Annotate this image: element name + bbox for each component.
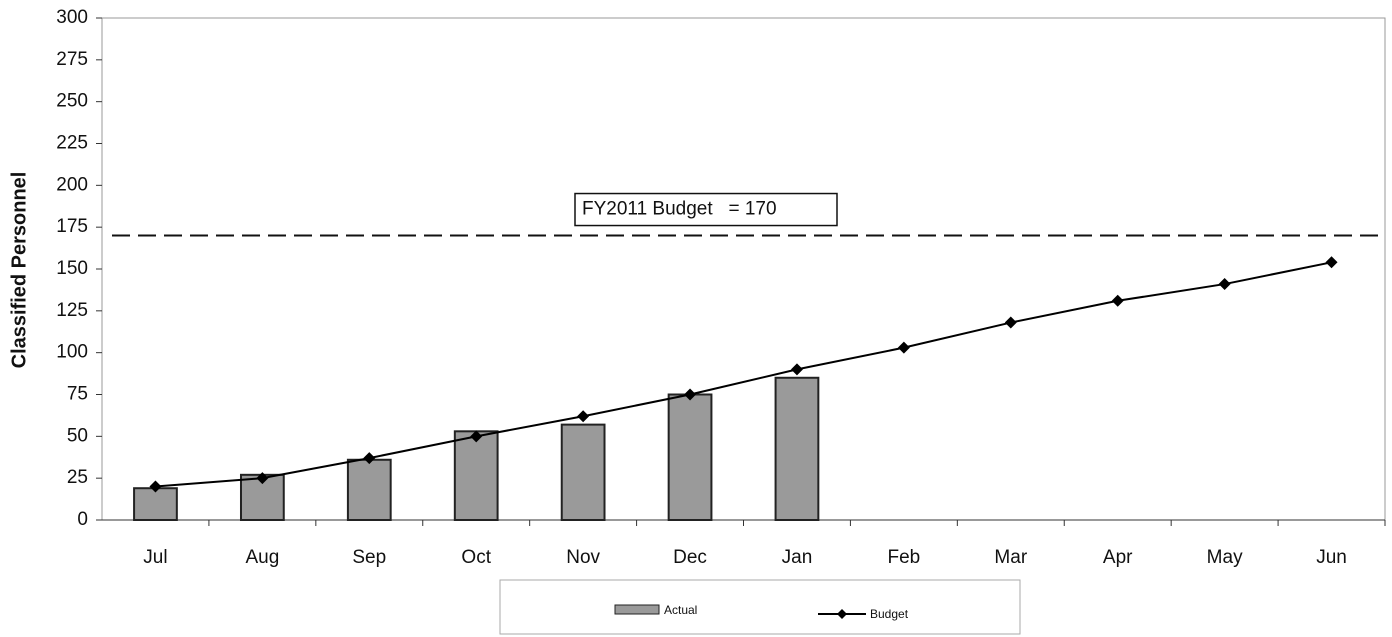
y-tick-label: 125 (56, 300, 88, 321)
line-marker (1218, 278, 1231, 291)
y-tick-label: 250 (56, 91, 88, 112)
bar (133, 487, 178, 521)
budget-line (155, 261, 1332, 488)
line-marker (1325, 256, 1338, 269)
bar (453, 430, 499, 521)
legend-label: Budget (870, 607, 909, 621)
y-tick-label: 75 (67, 384, 88, 405)
y-tick-label: 100 (56, 342, 88, 363)
y-tick-label: 300 (56, 7, 88, 28)
line-marker (1111, 294, 1124, 307)
line-marker (256, 472, 269, 485)
y-tick-label: 275 (56, 49, 88, 70)
plot-area (101, 17, 1386, 521)
y-tick-label: 225 (56, 133, 88, 154)
y-tick-label: 200 (56, 174, 88, 195)
line-marker (897, 341, 910, 354)
annotation-text: FY2011 Budget = 170 (582, 199, 777, 220)
line-marker (363, 452, 376, 465)
x-tick-label: Sep (352, 547, 386, 568)
y-tick-label: 175 (56, 216, 88, 237)
bar (667, 393, 713, 521)
line-marker (790, 363, 803, 376)
y-axis-label: Classified Personnel (8, 172, 30, 369)
y-tick-label: 50 (67, 425, 88, 446)
bar (346, 458, 392, 522)
x-tick-label: Apr (1103, 547, 1133, 568)
line-marker (1004, 316, 1017, 329)
x-tick-label: Oct (461, 547, 491, 568)
x-tick-label: Dec (673, 547, 707, 568)
bar (774, 376, 820, 521)
y-tick-label: 25 (67, 467, 88, 488)
x-tick-label: Jun (1316, 547, 1347, 568)
y-tick-label: 0 (77, 509, 88, 530)
annotation-box (574, 192, 838, 227)
line-marker (470, 430, 483, 443)
legend-box (499, 579, 1021, 635)
line-marker (684, 388, 697, 401)
bar (560, 423, 606, 521)
x-tick-label: Mar (994, 547, 1027, 568)
x-tick-label: Nov (566, 547, 600, 568)
legend-swatch (614, 604, 660, 615)
x-tick-label: May (1207, 547, 1243, 568)
x-tick-label: Jan (782, 547, 813, 568)
line-marker (149, 480, 162, 493)
y-tick-label: 150 (56, 258, 88, 279)
x-tick-label: Aug (245, 547, 279, 568)
legend-marker (837, 609, 847, 619)
legend-label: Actual (664, 603, 697, 617)
line-marker (577, 410, 590, 423)
x-tick-label: Jul (143, 547, 167, 568)
x-tick-label: Feb (888, 547, 921, 568)
